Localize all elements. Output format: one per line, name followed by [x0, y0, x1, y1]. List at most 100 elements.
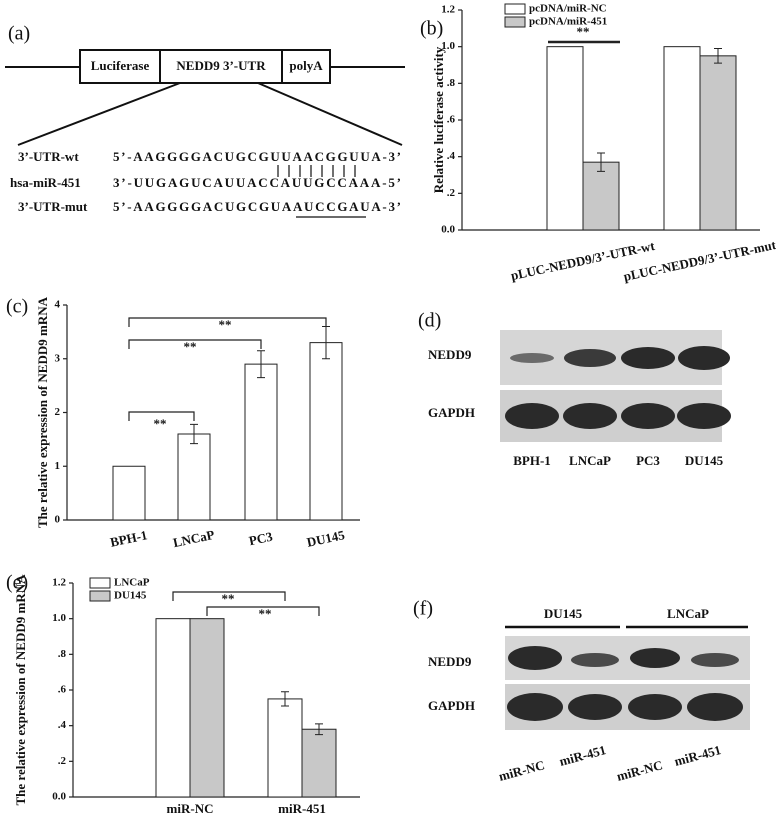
y-tick-label: .4	[447, 150, 456, 162]
significance-bracket	[128, 411, 195, 421]
y-tick-label: 1.2	[441, 4, 455, 16]
panel-label: (a)	[8, 23, 30, 45]
legend-label: LNCaP	[114, 577, 150, 589]
y-tick-label: 0.0	[52, 791, 66, 803]
x-tick-label: miR-NC	[167, 801, 214, 816]
zoom-line	[17, 82, 181, 146]
y-tick-label: 1.0	[441, 40, 455, 52]
sequence-name: 3’-UTR-mut	[18, 199, 88, 214]
lane-label: miR-NC	[497, 757, 546, 784]
error-bar	[597, 152, 605, 172]
y-axis-label: Relative luciferase activity	[431, 46, 446, 193]
construct-label: polyA	[289, 58, 323, 73]
y-tick-label: 3	[55, 352, 61, 364]
y-tick-label: 0.0	[441, 224, 455, 236]
panel-label: (f)	[413, 598, 433, 620]
zoom-line	[257, 82, 403, 146]
sequence: 5’-AAGGGGACUGCGUAAUCCGAUA-3’	[113, 199, 401, 214]
lane-label: miR-451	[558, 742, 608, 769]
legend-swatch	[89, 590, 111, 602]
lane-label: BPH-1	[513, 453, 551, 468]
x-tick-label: DU145	[305, 527, 346, 550]
x-tick-label: BPH-1	[109, 527, 149, 549]
legend-label: pcDNA/miR-NC	[529, 3, 607, 15]
significance-bracket	[206, 606, 320, 616]
bar	[546, 46, 584, 231]
significance-bracket	[172, 591, 286, 601]
y-tick-label: 0	[55, 514, 61, 526]
bar	[582, 161, 620, 231]
legend-label: DU145	[114, 590, 147, 602]
error-bar	[281, 691, 289, 707]
annotation: **	[259, 606, 272, 621]
annotation: **	[222, 591, 235, 606]
bands	[507, 646, 743, 721]
bar	[177, 433, 211, 521]
error-bar	[257, 350, 265, 379]
annotation: **	[184, 339, 197, 354]
y-tick-label: 2	[55, 406, 61, 418]
error-bar	[190, 423, 198, 445]
error-bar	[315, 723, 323, 736]
lane-label: LNCaP	[569, 453, 611, 468]
y-tick-label: .2	[447, 187, 456, 199]
annotation: **	[154, 416, 167, 431]
panel-label: (d)	[418, 310, 441, 332]
x-tick-label: PC3	[247, 529, 274, 549]
bar	[267, 698, 303, 798]
y-tick-label: 1.0	[52, 612, 66, 624]
legend-swatch	[504, 16, 526, 28]
y-tick-label: 4	[55, 299, 61, 311]
legend-swatch	[89, 577, 111, 589]
blot-row-label: GAPDH	[428, 405, 475, 420]
y-axis-label: The relative expression of NEDD9 mRNA	[13, 574, 28, 806]
bar	[189, 618, 225, 798]
bar	[301, 728, 337, 798]
y-tick-label: 1	[55, 460, 61, 472]
group-label: LNCaP	[667, 606, 709, 621]
y-axis-label: The relative expression of NEDD9 mRNA	[35, 296, 50, 528]
annotation: **	[577, 24, 590, 39]
lane-label: miR-451	[673, 742, 723, 769]
sequence: 5’-AAGGGGACUGCGUUAACGGUUA-3’	[113, 149, 401, 164]
panel-label: (b)	[420, 18, 443, 40]
y-tick-label: .4	[58, 719, 67, 731]
bar	[155, 618, 191, 798]
y-tick-label: .6	[447, 114, 456, 126]
bar	[112, 465, 146, 521]
bar	[699, 55, 737, 231]
annotation: **	[219, 317, 232, 332]
legend-swatch	[504, 3, 526, 15]
construct-label: Luciferase	[91, 58, 150, 73]
significance-bracket	[128, 339, 262, 349]
bar	[309, 342, 343, 521]
y-tick-label: .8	[58, 648, 67, 660]
significance-bracket	[128, 317, 327, 327]
blot-row-label: GAPDH	[428, 698, 475, 713]
x-tick-label: LNCaP	[172, 527, 216, 550]
blot-row-label: NEDD9	[428, 347, 472, 362]
panel-label: (e)	[6, 572, 28, 594]
panel-label: (c)	[6, 296, 28, 318]
group-label: DU145	[544, 606, 583, 621]
lane-label: DU145	[685, 453, 724, 468]
y-tick-label: 1.2	[52, 577, 66, 589]
bands	[505, 346, 731, 429]
lane-label: PC3	[636, 453, 660, 468]
construct-box	[159, 49, 283, 84]
sequence-name: 3’-UTR-wt	[18, 149, 79, 164]
bar	[663, 46, 701, 231]
y-tick-label: .2	[58, 755, 67, 767]
construct-box	[281, 49, 331, 84]
sequence-name: hsa-miR-451	[10, 175, 81, 190]
legend-label: pcDNA/miR-451	[529, 16, 607, 28]
pairing	[277, 165, 356, 177]
lane-label: miR-NC	[615, 757, 664, 784]
construct-label: NEDD9 3’-UTR	[176, 58, 266, 73]
y-tick-label: .6	[58, 684, 67, 696]
blot-row-label: NEDD9	[428, 654, 472, 669]
y-tick-label: .8	[447, 77, 456, 89]
error-bar	[714, 48, 722, 64]
bar	[244, 363, 278, 521]
